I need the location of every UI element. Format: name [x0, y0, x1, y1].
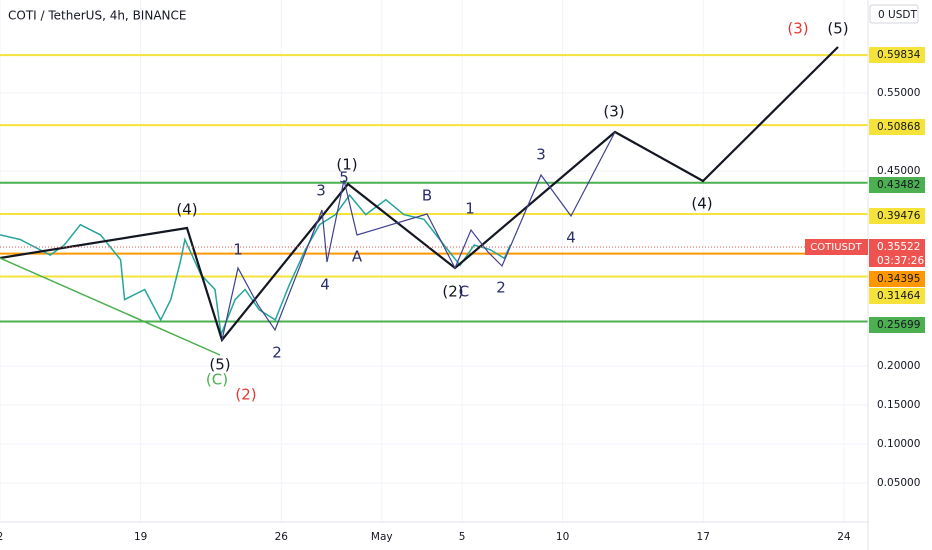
- wave-label: (5): [827, 20, 848, 38]
- grid: [0, 0, 868, 522]
- y-tick-label: 0.10000: [877, 438, 920, 450]
- wave-label: (1): [336, 156, 357, 174]
- price-line: [0, 193, 512, 338]
- currency-label: 0 USDT: [878, 9, 917, 21]
- x-tick-label: 5: [459, 531, 466, 543]
- x-tick-label: 10: [556, 531, 569, 543]
- wave-label: 4: [566, 229, 576, 247]
- x-tick-label: 2: [0, 531, 3, 543]
- level-tag-text: 0.34395: [877, 273, 920, 285]
- level-tag: [869, 271, 925, 287]
- y-tick-label: 0.55000: [877, 87, 920, 99]
- level-tag-text: 0.43482: [877, 179, 920, 191]
- x-tick-label: 19: [134, 531, 147, 543]
- level-tag-text: 0.59834: [877, 49, 921, 61]
- wave-label: 2: [272, 344, 282, 362]
- price-tag: [869, 239, 925, 267]
- symbol-tag: [805, 239, 868, 255]
- wave-label: B: [422, 187, 432, 205]
- level-tag: [869, 317, 925, 333]
- wave-label: (3): [603, 103, 624, 121]
- level-tag-text: 0.50868: [877, 121, 920, 133]
- level-tag: [869, 208, 925, 224]
- y-tick-label: 0.05000: [877, 477, 920, 489]
- wave-label: (4): [176, 201, 197, 219]
- symbol-tag-text: COTIUSDT: [810, 242, 862, 253]
- wave-label: (C): [206, 371, 228, 389]
- level-tag: [869, 47, 925, 63]
- level-tag: [869, 177, 925, 193]
- price-tag-countdown: 03:37:26: [877, 255, 924, 267]
- corrective-line: [0, 257, 221, 356]
- currency-box: [869, 4, 919, 24]
- x-tick-label: 17: [697, 531, 710, 543]
- x-tick-label: 24: [837, 531, 851, 543]
- levels: [0, 54, 868, 323]
- level-tag: [869, 119, 925, 135]
- price: [0, 193, 512, 338]
- wave-label: (4): [691, 195, 712, 213]
- minor-wave: [221, 131, 616, 341]
- wave-label: 3: [536, 146, 546, 164]
- level-tag-text: 0.25699: [877, 319, 920, 331]
- x-tick-label: 26: [275, 531, 289, 543]
- symbol-title: COTI / TetherUS, 4h, BINANCE: [8, 9, 186, 23]
- wave-label: 5: [339, 169, 349, 187]
- wave-label: 4: [320, 276, 330, 294]
- wave-label: 2: [496, 279, 506, 297]
- wave-label: C: [459, 283, 469, 301]
- y-tick-label: 0.15000: [877, 399, 920, 411]
- price-tag-value: 0.35522: [877, 241, 920, 253]
- level-tag: [869, 288, 925, 304]
- x-tick-label: May: [371, 531, 393, 543]
- wave-label: (2): [442, 283, 463, 301]
- wave-label: 1: [465, 200, 475, 218]
- wave-label: A: [352, 248, 363, 266]
- wave-label: (2): [235, 386, 256, 404]
- wave-label: (5): [209, 356, 230, 374]
- y-tick-label: 0.20000: [877, 360, 920, 372]
- level-tag-text: 0.31464: [877, 290, 921, 302]
- wave-label: (3): [787, 20, 808, 38]
- wave-label: 1: [233, 241, 243, 259]
- level-tag-text: 0.39476: [877, 210, 921, 222]
- wave-label: 3: [316, 182, 326, 200]
- y-tick-label: 0.45000: [877, 165, 920, 177]
